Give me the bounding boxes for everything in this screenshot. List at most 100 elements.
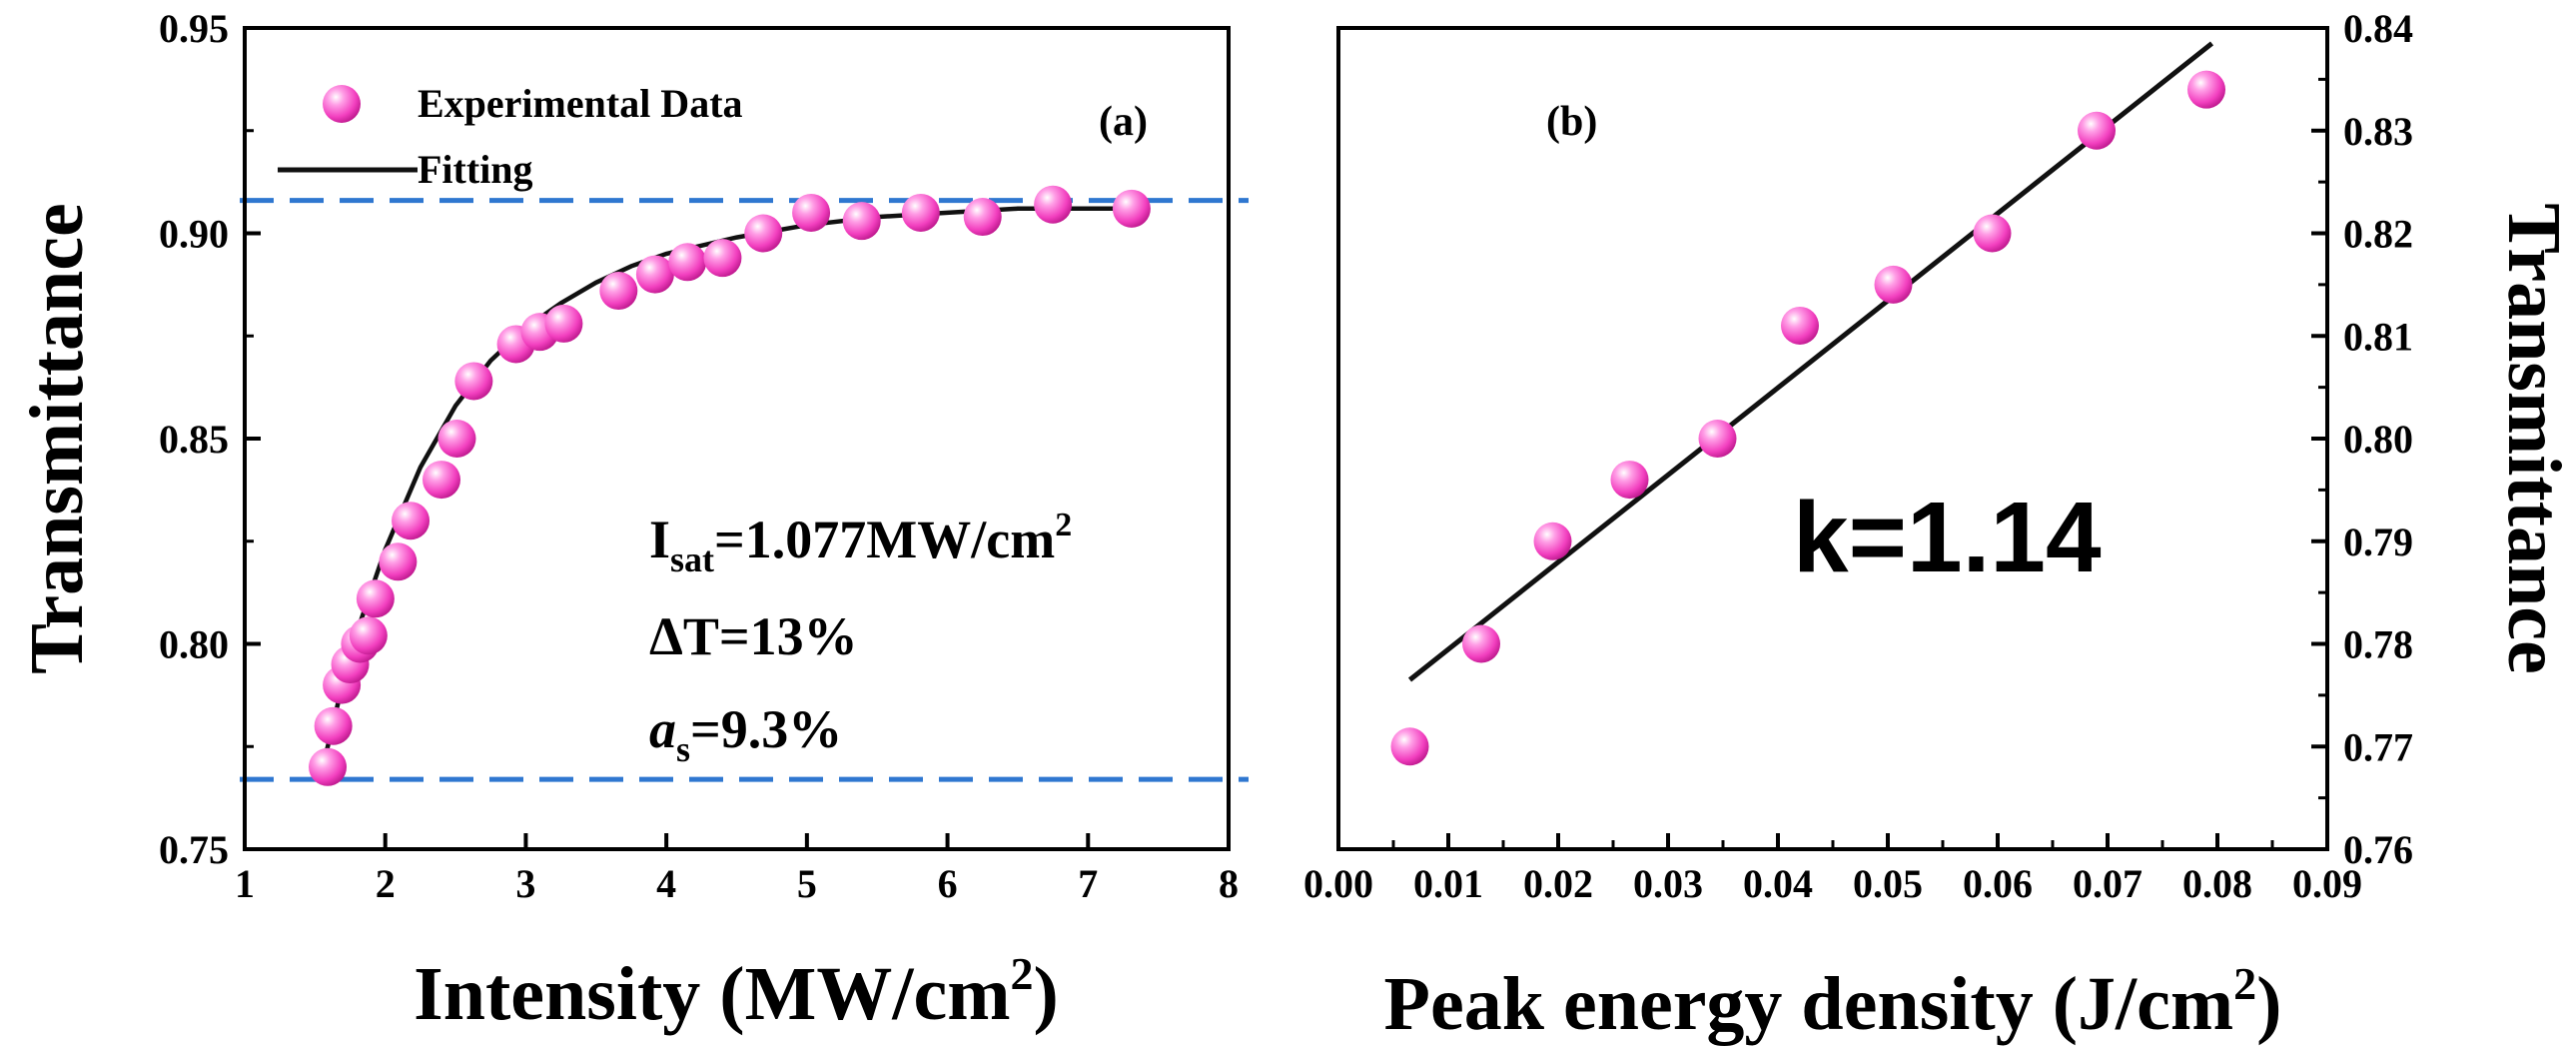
y-tick-label: 0.75 — [159, 827, 229, 872]
isat-superscript: 2 — [1055, 507, 1072, 543]
y-tick-label: 0.85 — [159, 417, 229, 462]
x-tick-label: 0.02 — [1523, 861, 1593, 906]
plot-frame-b — [1336, 26, 2329, 851]
y-axis-ticks: 0.76 0.77 0.78 0.79 0.80 0.81 0.82 0.83 0.84 — [2311, 6, 2413, 872]
y-axis-title-a: Transmittance — [15, 203, 99, 673]
panel-label-a: (a) — [1099, 99, 1148, 145]
data-point — [314, 706, 353, 745]
data-point — [1390, 727, 1429, 766]
x-tick-label: 0.00 — [1303, 861, 1373, 906]
data-point — [599, 272, 638, 311]
x-axis-title-b: Peak energy density (J/cm2) — [1384, 958, 2282, 1046]
y-tick-label: 0.80 — [159, 622, 229, 667]
data-point — [544, 304, 583, 343]
as-value: =9.3% — [690, 699, 842, 759]
data-point — [1533, 522, 1572, 560]
x-axis-title-b-tail: ) — [2256, 962, 2281, 1046]
data-point — [1610, 461, 1649, 500]
data-point — [1462, 624, 1500, 663]
y-tick-label: 0.83 — [2343, 109, 2413, 154]
data-point — [356, 579, 395, 618]
x-tick-label: 6 — [938, 861, 958, 906]
data-point — [963, 198, 1002, 237]
data-point — [901, 193, 940, 232]
legend-label-fitting: Fitting — [418, 147, 533, 192]
data-point — [2078, 111, 2116, 150]
data-point — [392, 502, 430, 540]
data-point — [454, 362, 493, 401]
x-axis-ticks: 1 2 3 4 5 6 7 8 — [235, 833, 1239, 906]
x-tick-label: 3 — [515, 861, 535, 906]
as-symbol: a — [649, 699, 676, 759]
y-tick-label: 0.79 — [2343, 520, 2413, 564]
data-point — [668, 243, 707, 282]
y-tick-label: 0.80 — [2343, 417, 2413, 462]
data-point — [1112, 189, 1151, 228]
data-point — [349, 616, 388, 655]
data-point — [1874, 265, 1913, 304]
y-tick-label: 0.82 — [2343, 212, 2413, 257]
data-point — [1034, 185, 1073, 224]
data-point — [635, 255, 674, 294]
panel-a: 1 2 3 4 5 6 7 8 0.75 0.80 0.85 0.90 0.95 Experiment… — [15, 6, 1249, 1036]
experimental-data-points — [1390, 70, 2225, 766]
isat-subscript: sat — [670, 539, 714, 579]
x-tick-label: 7 — [1078, 861, 1098, 906]
x-tick-label: 8 — [1219, 861, 1239, 906]
panel-label-b: (b) — [1546, 99, 1597, 145]
y-tick-label: 0.78 — [2343, 622, 2413, 667]
legend-label-experimental: Experimental Data — [418, 81, 743, 126]
data-point — [423, 461, 460, 500]
x-tick-label: 0.06 — [1963, 861, 2033, 906]
data-point — [744, 214, 783, 253]
data-point — [842, 202, 881, 241]
x-tick-label: 5 — [797, 861, 817, 906]
data-point — [1973, 214, 2012, 253]
annotation-slope: k=1.14 — [1793, 482, 2102, 593]
x-tick-label: 0.09 — [2292, 861, 2362, 906]
x-axis-title-a-sup: 2 — [1011, 948, 1034, 999]
x-axis-title-b-sup: 2 — [2233, 958, 2256, 1009]
x-axis-title-a: Intensity (MW/cm2) — [414, 948, 1059, 1036]
plot-frame-a — [243, 26, 1231, 851]
x-tick-label: 0.01 — [1413, 861, 1483, 906]
x-axis-ticks: 0.00 0.01 0.02 0.03 0.04 0.05 0.06 0.07 0.08 0.09 — [1303, 833, 2362, 906]
x-axis-title-b-main: Peak energy density (J/cm — [1384, 962, 2234, 1046]
x-axis-title-a-tail: ) — [1034, 952, 1059, 1036]
data-point — [2187, 70, 2225, 109]
y-axis-ticks: 0.75 0.80 0.85 0.90 0.95 — [159, 6, 261, 872]
data-point — [437, 420, 476, 458]
data-point — [792, 193, 831, 232]
annotation-isat: Isat=1.077MW/cm2 — [649, 507, 1072, 579]
y-tick-label: 0.84 — [2343, 6, 2413, 51]
x-tick-label: 1 — [235, 861, 255, 906]
y-tick-label: 0.76 — [2343, 827, 2413, 872]
y-tick-label: 0.90 — [159, 212, 229, 257]
as-subscript: s — [676, 729, 690, 769]
data-point — [309, 747, 348, 786]
data-point — [379, 542, 418, 581]
annotation-delta-t: ΔT=13% — [649, 606, 858, 666]
linear-fit-line — [1407, 41, 2214, 682]
x-axis-title-a-main: Intensity (MW/cm — [414, 952, 1010, 1036]
isat-value: =1.077MW/cm — [714, 510, 1055, 569]
x-tick-label: 0.05 — [1853, 861, 1923, 906]
y-tick-label: 0.77 — [2343, 724, 2413, 769]
data-point — [1698, 420, 1737, 458]
legend: Experimental Data Fitting — [278, 81, 743, 192]
x-tick-label: 0.03 — [1633, 861, 1703, 906]
legend-marker-experimental — [323, 85, 361, 123]
x-tick-label: 0.08 — [2182, 861, 2252, 906]
x-tick-label: 0.04 — [1743, 861, 1813, 906]
isat-symbol: I — [649, 510, 670, 569]
annotation-as: as=9.3% — [649, 699, 842, 769]
x-tick-label: 0.07 — [2073, 861, 2143, 906]
x-tick-label: 2 — [376, 861, 396, 906]
experimental-data-points — [309, 185, 1151, 786]
y-tick-label: 0.95 — [159, 6, 229, 51]
data-point — [1781, 306, 1819, 345]
y-axis-title-b: Transmittance — [2492, 203, 2576, 673]
panel-b: 0.00 0.01 0.02 0.03 0.04 0.05 0.06 0.07 0.08 0.09… — [1303, 6, 2576, 1046]
x-tick-label: 4 — [656, 861, 676, 906]
